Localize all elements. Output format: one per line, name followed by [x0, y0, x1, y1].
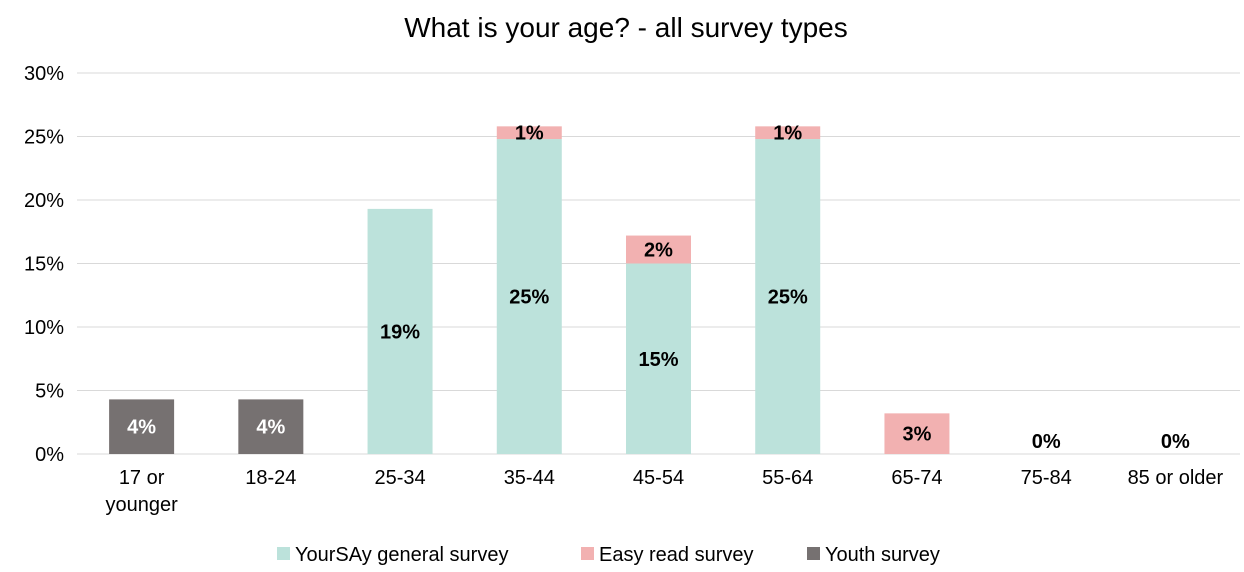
legend-label: YourSAy general survey [295, 544, 508, 566]
data-label: 19% [380, 321, 420, 343]
bar-segment [109, 399, 175, 454]
data-label: 0% [1032, 431, 1061, 453]
bar-segment [884, 413, 950, 454]
legend-label: Youth survey [825, 544, 940, 566]
data-label: 1% [515, 123, 544, 145]
bar-segment [367, 208, 433, 454]
legend-swatch [807, 547, 820, 560]
y-tick-label: 0% [35, 444, 64, 466]
data-label: 25% [768, 287, 808, 309]
x-tick-label: 75-84 [1021, 467, 1072, 489]
bars [109, 126, 950, 455]
bar-segment [496, 126, 562, 140]
y-axis-ticks: 0% 5% 10% 15% 20% 25% 30% [24, 63, 64, 466]
y-tick-label: 10% [24, 317, 64, 339]
bar-segment [626, 263, 691, 454]
x-tick-label: 55-64 [762, 467, 813, 489]
data-label: 2% [644, 240, 673, 262]
data-label: 3% [902, 424, 931, 446]
x-axis-ticks: 17 or younger 18-24 25-34 35-44 45-54 55-64 65-… [105, 467, 1223, 516]
y-tick-label: 30% [24, 63, 64, 85]
bar-segment [496, 139, 562, 455]
bar-segment [755, 126, 821, 140]
x-tick-label: 17 or [119, 467, 165, 489]
bar-segment [626, 235, 691, 264]
data-label: 25% [509, 287, 549, 309]
x-tick-label: 18-24 [245, 467, 296, 489]
legend-swatch [581, 547, 594, 560]
x-tick-label: 65-74 [891, 467, 942, 489]
x-tick-label: 45-54 [633, 467, 684, 489]
bar-segment [755, 139, 821, 455]
x-tick-label: 25-34 [374, 467, 425, 489]
y-tick-label: 5% [35, 381, 64, 403]
legend-swatch [277, 547, 290, 560]
data-label: 4% [127, 417, 156, 439]
data-label: 15% [638, 349, 678, 371]
legend-label: Easy read survey [599, 544, 754, 566]
y-tick-label: 25% [24, 127, 64, 149]
chart-title: What is your age? - all survey types [404, 12, 848, 43]
x-tick-label: younger [105, 494, 178, 516]
y-tick-label: 20% [24, 190, 64, 212]
data-label: 1% [773, 123, 802, 145]
data-label: 0% [1161, 431, 1190, 453]
legend: YourSAy general survey Easy read survey Yo… [277, 544, 940, 566]
x-tick-label: 85 or older [1128, 467, 1224, 489]
bar-segment [238, 399, 304, 454]
y-tick-label: 15% [24, 254, 64, 276]
x-tick-label: 35-44 [504, 467, 555, 489]
data-label: 4% [256, 417, 285, 439]
data-labels: 4% 4% 19% 25% 1% 15% 2% 25% 1% 3% 0% 0% [127, 123, 1190, 453]
